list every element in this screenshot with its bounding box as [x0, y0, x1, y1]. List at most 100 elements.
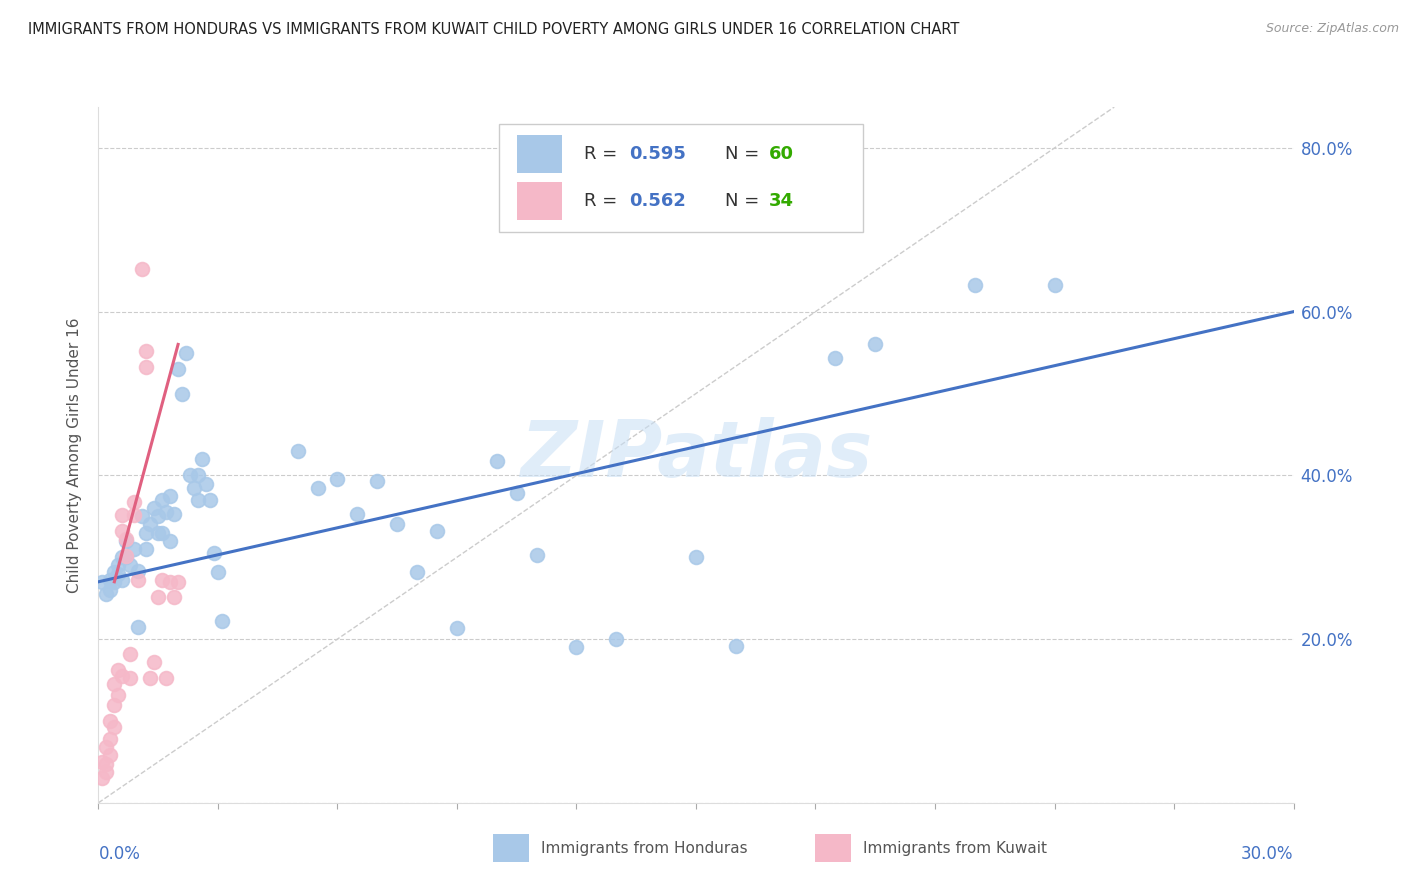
Point [124, 494, 146, 508]
Point [91, 771, 114, 785]
Point [485, 453, 508, 467]
Point [139, 672, 162, 686]
Point [159, 533, 181, 548]
Point [107, 688, 129, 702]
Point [98, 582, 122, 597]
Point [565, 640, 588, 655]
Point [366, 474, 388, 488]
Point [91, 574, 114, 589]
Point [202, 546, 225, 560]
Point [187, 492, 209, 507]
Point [159, 489, 181, 503]
Point [143, 501, 166, 516]
Point [865, 337, 887, 351]
Point [98, 731, 122, 746]
Point [96, 756, 118, 771]
Text: 0.0%: 0.0% [98, 845, 141, 863]
Point [120, 647, 142, 661]
Point [91, 755, 114, 769]
Point [174, 345, 197, 359]
Point [187, 468, 209, 483]
Text: IMMIGRANTS FROM HONDURAS VS IMMIGRANTS FROM KUWAIT CHILD POVERTY AMONG GIRLS UND: IMMIGRANTS FROM HONDURAS VS IMMIGRANTS F… [28, 22, 959, 37]
Point [207, 565, 229, 579]
FancyBboxPatch shape [815, 834, 852, 862]
Text: Source: ZipAtlas.com: Source: ZipAtlas.com [1265, 22, 1399, 36]
Point [159, 574, 181, 589]
Point [127, 620, 149, 634]
Point [163, 507, 186, 521]
Point [148, 509, 170, 524]
Point [724, 639, 747, 653]
Point [124, 542, 146, 557]
Text: Immigrants from Kuwait: Immigrants from Kuwait [863, 840, 1047, 855]
Point [135, 542, 157, 557]
Point [103, 574, 125, 589]
Text: R =: R = [583, 145, 623, 162]
Point [103, 721, 125, 735]
Point [111, 573, 134, 587]
Point [107, 663, 129, 677]
Point [426, 524, 449, 538]
Point [150, 573, 173, 587]
Point [98, 573, 122, 587]
FancyBboxPatch shape [499, 124, 863, 232]
Point [96, 587, 118, 601]
Point [107, 566, 129, 581]
Point [150, 492, 173, 507]
Point [824, 351, 846, 366]
Point [155, 505, 177, 519]
Point [124, 508, 146, 522]
Point [115, 549, 138, 563]
Point [127, 564, 149, 578]
Point [346, 507, 368, 521]
Point [111, 524, 134, 538]
Text: Immigrants from Honduras: Immigrants from Honduras [541, 840, 747, 855]
Point [120, 672, 142, 686]
Point [191, 452, 214, 467]
Point [963, 278, 986, 293]
Point [287, 443, 309, 458]
Point [103, 677, 125, 691]
Point [98, 714, 122, 728]
Point [131, 262, 153, 277]
Point [198, 492, 221, 507]
FancyBboxPatch shape [517, 182, 562, 220]
Point [115, 533, 138, 547]
Point [406, 565, 429, 579]
Point [127, 573, 149, 587]
Point [167, 574, 190, 589]
Point [211, 614, 233, 628]
Point [96, 740, 118, 755]
Text: 30.0%: 30.0% [1241, 845, 1294, 863]
Point [179, 468, 201, 483]
Text: 34: 34 [769, 192, 794, 210]
Point [148, 525, 170, 540]
Point [96, 764, 118, 779]
Point [326, 473, 349, 487]
Point [111, 550, 134, 565]
Point [526, 548, 548, 562]
Point [131, 509, 153, 524]
Point [98, 748, 122, 763]
Point [385, 517, 409, 532]
Point [148, 590, 170, 604]
Point [155, 672, 177, 686]
Point [115, 550, 138, 565]
Point [172, 386, 194, 401]
FancyBboxPatch shape [517, 135, 562, 173]
Text: N =: N = [724, 145, 765, 162]
Point [446, 622, 468, 636]
Point [135, 343, 157, 358]
Point [103, 565, 125, 579]
Point [163, 590, 186, 604]
Point [111, 508, 134, 522]
Text: N =: N = [724, 192, 765, 210]
Point [103, 698, 125, 712]
Point [506, 486, 529, 500]
Point [685, 550, 707, 565]
Text: ZIPatlas: ZIPatlas [520, 417, 872, 493]
Point [605, 632, 627, 646]
Y-axis label: Child Poverty Among Girls Under 16: Child Poverty Among Girls Under 16 [67, 318, 83, 592]
FancyBboxPatch shape [494, 834, 529, 862]
Point [107, 558, 129, 573]
